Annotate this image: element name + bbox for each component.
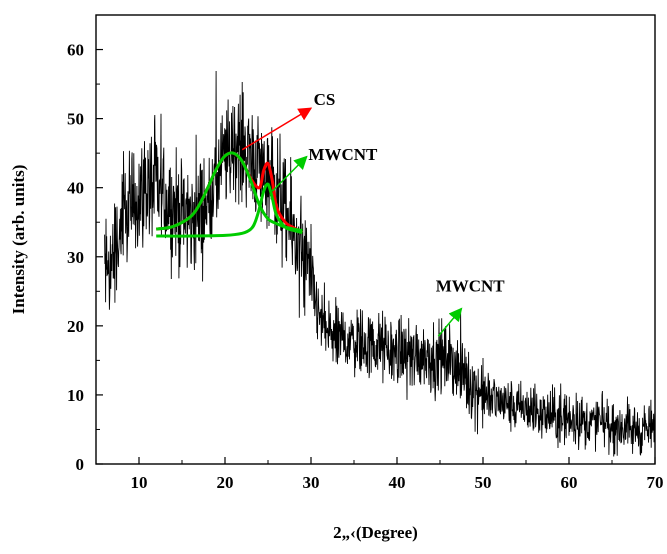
annotation-arrow <box>241 107 313 151</box>
series-fit-line-2 <box>155 151 303 232</box>
series-raw-line <box>104 70 656 457</box>
annotation-arrow <box>437 307 463 337</box>
x-tick-label: 30 <box>303 473 320 492</box>
y-axis-title: Intensity (arb. units) <box>9 165 28 315</box>
annotation-label: CS <box>314 90 336 109</box>
annotations: CS MWCNT MWCNT <box>241 90 506 337</box>
x-tick-label: 60 <box>561 473 578 492</box>
x-tick-label: 10 <box>131 473 148 492</box>
y-tick-label: 30 <box>67 248 84 267</box>
annotation-label: MWCNT <box>308 145 378 164</box>
y-tick-label: 50 <box>67 110 84 129</box>
x-tick-label: 50 <box>475 473 492 492</box>
annotation-arrow <box>271 155 308 192</box>
y-axis: 0 10 20 30 40 50 60 <box>67 41 103 474</box>
y-tick-label: 60 <box>67 41 84 60</box>
y-tick-label: 0 <box>76 455 85 474</box>
x-tick-label: 40 <box>389 473 406 492</box>
series-fit-line-3 <box>156 182 303 238</box>
y-tick-label: 10 <box>67 386 84 405</box>
x-axis-title: 2„‹(Degree) <box>333 523 418 542</box>
plot-frame <box>95 14 656 465</box>
annotation-label: MWCNT <box>436 276 506 295</box>
x-tick-label: 70 <box>647 473 664 492</box>
x-tick-label: 20 <box>217 473 234 492</box>
y-tick-label: 40 <box>67 179 84 198</box>
y-tick-label: 20 <box>67 317 84 336</box>
plot-series <box>104 70 656 457</box>
x-axis: 10 20 30 40 50 60 70 <box>95 457 664 492</box>
